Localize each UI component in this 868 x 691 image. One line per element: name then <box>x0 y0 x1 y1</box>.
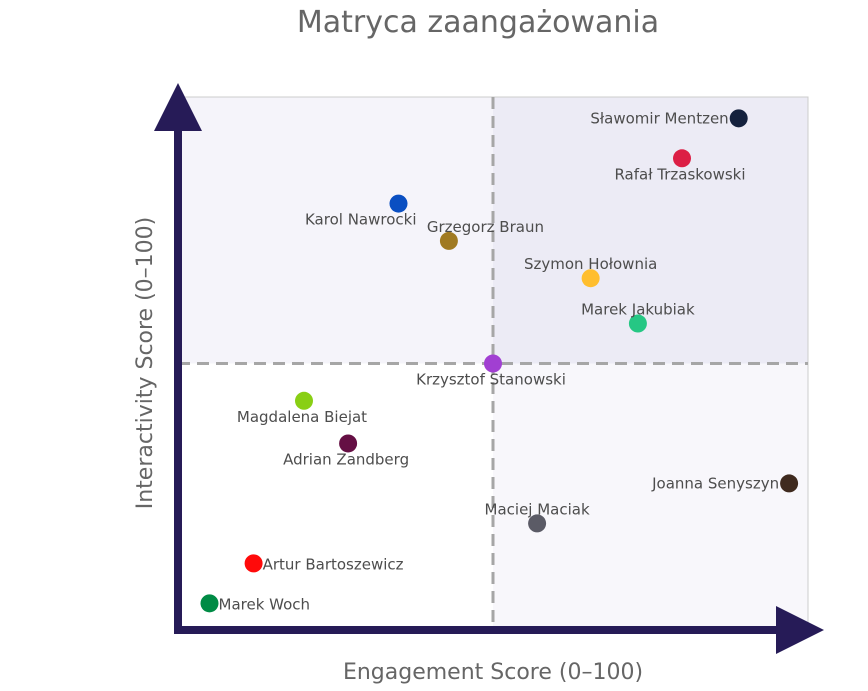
point-karol-nawrocki <box>389 194 408 213</box>
point-label-krzysztof-stanowski: Krzysztof Stanowski <box>416 371 566 389</box>
point-label-grzegorz-braun: Grzegorz Braun <box>427 218 544 236</box>
points-layer: Sławomir Mentzen Rafał Trzaskowski Karol N… <box>200 109 799 613</box>
point-marek-jakubiak <box>628 314 647 333</box>
x-axis-title: Engagement Score (0–100) <box>343 660 643 685</box>
point-maciej-maciak <box>528 514 547 533</box>
quadrant-bottom-left <box>178 363 493 630</box>
point-marek-woch <box>200 594 219 613</box>
quadrant-bottom-right <box>493 363 808 630</box>
quadrant-top-left <box>178 97 493 364</box>
point-label-magdalena-biejat: Magdalena Biejat <box>237 408 367 426</box>
point-artur-bartoszewicz <box>244 554 263 573</box>
point-label-joanna-senyszyn: Joanna Senyszyn <box>651 474 779 492</box>
point-label-szymon-holownia: Szymon Hołownia <box>524 255 657 273</box>
point-krzysztof-stanowski <box>484 354 502 373</box>
point-label-marek-woch: Marek Woch <box>219 595 311 613</box>
point-label-slawomir-mentzen: Sławomir Mentzen <box>590 109 728 127</box>
point-adrian-zandberg <box>339 434 358 453</box>
point-label-adrian-zandberg: Adrian Zandberg <box>283 450 409 468</box>
quadrant-top-right <box>493 97 808 364</box>
point-magdalena-biejat <box>295 391 313 410</box>
point-rafal-trzaskowski <box>673 149 691 168</box>
y-axis-title: Interactivity Score (0–100) <box>133 217 158 510</box>
chart-title: Matryca zaangażowania <box>297 5 659 40</box>
point-label-artur-bartoszewicz: Artur Bartoszewicz <box>263 555 404 573</box>
point-joanna-senyszyn <box>780 474 799 493</box>
point-label-rafal-trzaskowski: Rafał Trzaskowski <box>614 165 745 183</box>
point-label-karol-nawrocki: Karol Nawrocki <box>305 211 417 229</box>
point-label-maciej-maciak: Maciej Maciak <box>485 500 590 518</box>
point-label-marek-jakubiak: Marek Jakubiak <box>581 301 695 319</box>
point-slawomir-mentzen <box>729 109 748 128</box>
point-szymon-holownia <box>581 269 600 288</box>
point-grzegorz-braun <box>439 231 458 250</box>
